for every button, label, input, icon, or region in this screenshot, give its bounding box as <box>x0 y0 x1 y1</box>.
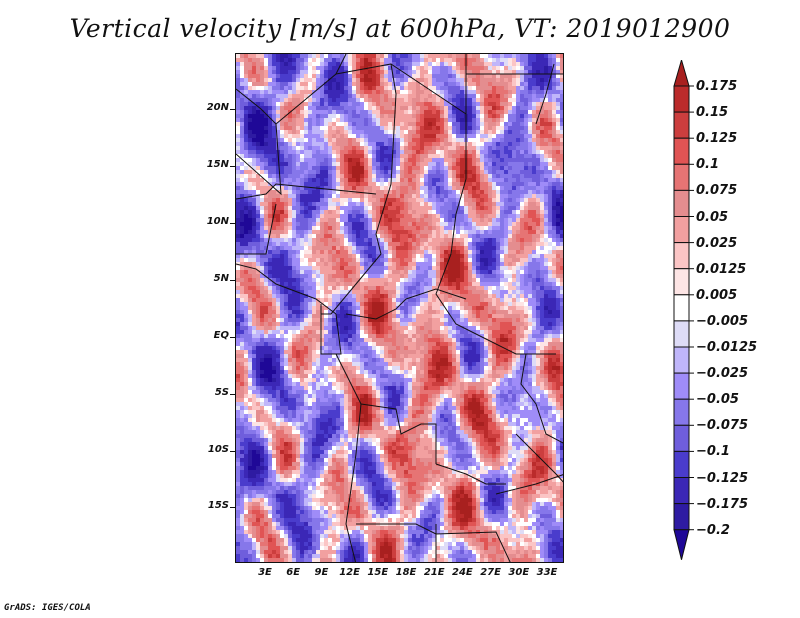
colorbar-label: 0.025 <box>696 235 738 251</box>
lat-tick <box>230 451 235 452</box>
colorbar-label: −0.175 <box>696 496 749 512</box>
border-line <box>435 463 506 485</box>
lon-label: 12E <box>339 567 360 578</box>
colorbar-label: 0.1 <box>696 157 720 173</box>
lat-tick <box>230 507 235 508</box>
border-line <box>236 183 377 200</box>
colorbar-swatch <box>673 242 690 270</box>
colorbar-label: 0.05 <box>696 209 729 225</box>
lat-label: EQ <box>213 330 229 341</box>
colorbar-swatch <box>673 398 690 426</box>
lon-label: 9E <box>314 567 329 578</box>
lat-tick <box>230 109 235 110</box>
colorbar-label: −0.075 <box>696 418 749 434</box>
lon-label: 27E <box>480 567 501 578</box>
colorbar-label: −0.005 <box>696 313 749 329</box>
colorbar <box>673 60 694 560</box>
colorbar-swatch <box>673 216 690 244</box>
border-line <box>236 123 282 196</box>
colorbar-swatch <box>673 424 690 452</box>
lat-tick <box>230 280 235 281</box>
border-line <box>515 433 563 483</box>
colorbar-label: 0.15 <box>696 105 729 121</box>
colorbar-label: 0.005 <box>696 287 738 303</box>
field-cells <box>236 54 563 562</box>
border-line <box>345 403 362 562</box>
colorbar-swatch <box>673 450 690 478</box>
border-line <box>320 304 342 355</box>
border-line <box>520 353 563 444</box>
border-line <box>345 298 407 320</box>
colorbar-bottom-arrow <box>673 529 690 560</box>
colorbar-swatch <box>673 85 690 113</box>
colorbar-label: −0.125 <box>696 470 749 486</box>
lon-label: 24E <box>452 567 473 578</box>
lat-tick <box>230 337 235 338</box>
map-panel <box>235 53 564 563</box>
lat-label: 15N <box>206 159 229 170</box>
colorbar-top-arrow <box>673 60 690 87</box>
lat-label: 5N <box>213 273 229 284</box>
chart-title: Vertical velocity [m/s] at 600hPa, VT: 2… <box>69 14 731 43</box>
border-line <box>535 63 555 125</box>
colorbar-swatch <box>673 111 690 139</box>
border-line <box>495 474 563 495</box>
colorbar-label: 0.125 <box>696 131 738 147</box>
border-line <box>360 403 437 464</box>
colorbar-swatch <box>673 320 690 348</box>
lat-tick <box>230 223 235 224</box>
vertical-velocity-field <box>236 54 563 562</box>
colorbar-label: −0.2 <box>696 522 730 538</box>
colorbar-label: 0.0125 <box>696 261 747 277</box>
lon-label: 33E <box>536 567 558 578</box>
colorbar-label: 0.175 <box>696 79 738 94</box>
lat-tick <box>230 166 235 167</box>
colorbar-label: 0.075 <box>696 183 738 199</box>
colorbar-label: −0.025 <box>696 366 749 382</box>
border-line <box>335 353 362 405</box>
colorbar-swatch <box>673 163 690 191</box>
lon-label: 21E <box>423 567 445 578</box>
colorbar-swatch <box>673 294 690 322</box>
border-line <box>335 63 397 255</box>
colorbar-swatch <box>673 372 690 400</box>
border-line <box>435 178 556 355</box>
lat-tick <box>230 394 235 395</box>
grads-credit: GrADS: IGES/COLA <box>4 603 91 613</box>
lat-label: 10S <box>207 444 229 455</box>
colorbar-swatch <box>673 189 690 217</box>
lon-label: 6E <box>286 567 301 578</box>
country-borders <box>236 54 563 562</box>
lon-label: 30E <box>508 567 530 578</box>
colorbar-swatch <box>673 346 690 374</box>
lon-label: 3E <box>258 567 272 578</box>
colorbar-swatch <box>673 268 690 296</box>
colorbar-swatch <box>673 503 690 531</box>
border-line <box>236 203 277 255</box>
colorbar-label: −0.1 <box>696 444 730 460</box>
lon-label: 15E <box>367 567 389 578</box>
lat-label: 10N <box>206 216 229 227</box>
lat-label: 20N <box>206 102 229 113</box>
colorbar-swatch <box>673 137 690 165</box>
colorbar-label: −0.0125 <box>696 340 758 355</box>
lat-label: 15S <box>207 500 229 511</box>
lat-label: 5S <box>214 387 229 398</box>
border-line <box>321 253 382 315</box>
border-line <box>405 288 467 300</box>
colorbar-label: −0.05 <box>696 392 739 408</box>
colorbar-swatch <box>673 477 690 505</box>
lon-label: 18E <box>395 567 417 578</box>
border-line <box>236 263 337 315</box>
